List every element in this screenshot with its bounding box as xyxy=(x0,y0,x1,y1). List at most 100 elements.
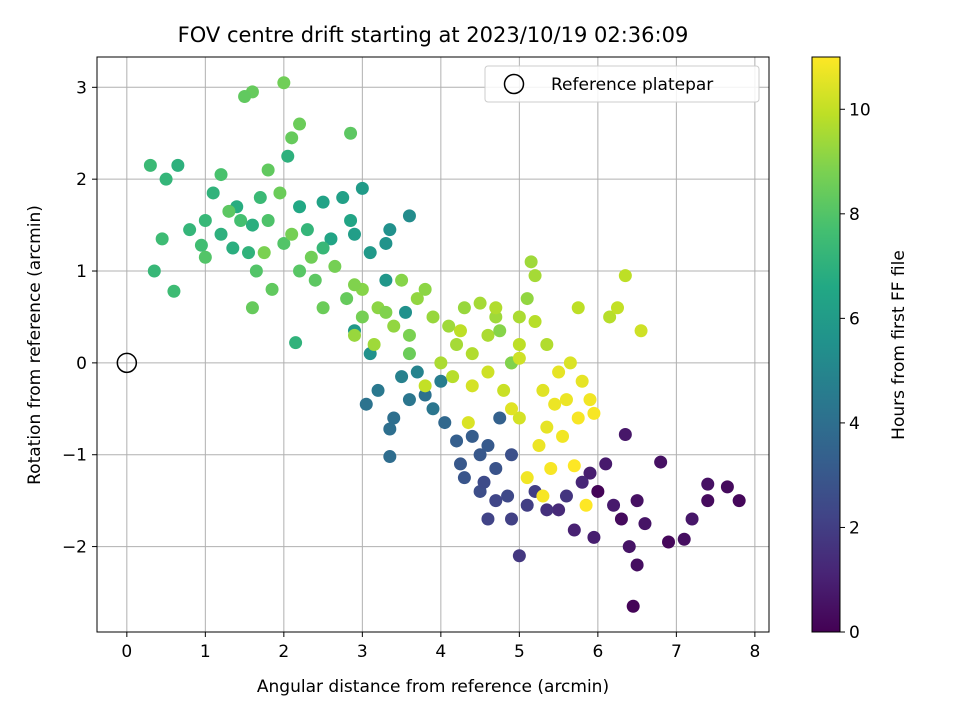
x-tick-label: 5 xyxy=(514,642,525,662)
y-tick-label: 3 xyxy=(76,78,87,98)
data-point xyxy=(630,558,644,572)
data-point xyxy=(532,439,546,453)
data-point xyxy=(662,535,676,549)
data-point xyxy=(453,324,467,338)
data-point xyxy=(261,163,275,177)
data-point xyxy=(599,457,613,471)
data-point xyxy=(591,484,605,498)
data-point xyxy=(528,315,542,329)
data-point xyxy=(261,213,275,227)
data-point xyxy=(512,338,526,351)
x-tick-label: 0 xyxy=(121,642,132,662)
data-point xyxy=(501,489,515,503)
data-points xyxy=(143,76,746,613)
colorbar-gradient xyxy=(811,56,841,633)
data-point xyxy=(473,296,487,310)
colorbar-tick-label: 2 xyxy=(849,518,860,538)
data-point xyxy=(285,131,299,145)
data-point xyxy=(308,273,322,287)
data-point xyxy=(489,494,503,508)
data-point xyxy=(685,512,699,526)
data-point xyxy=(410,365,424,379)
colorbar-tick-label: 10 xyxy=(849,100,871,120)
data-point xyxy=(473,448,487,462)
data-point xyxy=(147,264,161,278)
plot-background xyxy=(97,57,769,632)
data-point xyxy=(563,356,577,370)
colorbar: 0 2 4 6 8 10 Hours from first FF file xyxy=(811,56,909,643)
data-point xyxy=(316,301,330,315)
data-point xyxy=(524,255,538,269)
data-point xyxy=(265,282,279,296)
data-point xyxy=(442,319,456,333)
plot-frame xyxy=(96,56,770,633)
reference-platepar-marker xyxy=(116,352,138,374)
data-point xyxy=(732,494,746,508)
y-tick-label: −2 xyxy=(62,538,87,558)
x-tick-label: 8 xyxy=(749,642,760,662)
data-point xyxy=(245,218,259,232)
data-point xyxy=(489,310,503,324)
data-point xyxy=(556,429,570,443)
data-point xyxy=(418,388,432,402)
data-point xyxy=(575,475,589,489)
legend-marker-icon xyxy=(503,73,525,95)
data-point xyxy=(567,523,581,537)
x-tick-label: 6 xyxy=(592,642,603,662)
data-point xyxy=(583,393,597,407)
data-point xyxy=(512,351,526,365)
data-point xyxy=(316,195,330,209)
data-point xyxy=(607,498,621,512)
data-point xyxy=(249,264,263,278)
data-point xyxy=(587,406,601,420)
y-axis-ticks: −2 −1 0 1 2 3 xyxy=(62,78,97,558)
data-point xyxy=(457,471,471,485)
data-point xyxy=(512,549,526,563)
data-point xyxy=(395,370,409,384)
x-tick-label: 7 xyxy=(671,642,682,662)
data-point xyxy=(677,532,691,546)
data-point xyxy=(363,246,377,260)
y-tick-label: 0 xyxy=(76,354,87,374)
y-tick-label: 2 xyxy=(76,170,87,190)
data-point xyxy=(446,370,460,384)
x-tick-label: 4 xyxy=(435,642,446,662)
data-point xyxy=(520,471,534,485)
data-point xyxy=(603,310,617,324)
data-point xyxy=(379,273,393,287)
data-point xyxy=(559,393,573,407)
data-point xyxy=(238,89,252,103)
data-point xyxy=(540,338,554,351)
data-point xyxy=(355,310,369,324)
data-point xyxy=(257,246,271,260)
data-point xyxy=(316,241,330,255)
data-point xyxy=(540,420,554,434)
data-point xyxy=(226,241,240,255)
data-point xyxy=(465,379,479,393)
data-point xyxy=(206,186,220,200)
data-point xyxy=(654,455,668,469)
colorbar-label: Hours from first FF file xyxy=(889,250,909,440)
data-point xyxy=(167,284,181,298)
data-point xyxy=(245,301,259,315)
x-axis-title: Angular distance from reference (arcmin) xyxy=(257,677,609,697)
data-point xyxy=(198,250,212,264)
data-point xyxy=(520,498,534,512)
data-point xyxy=(450,434,464,448)
data-point xyxy=(214,227,228,241)
data-point xyxy=(347,328,361,342)
data-point xyxy=(720,480,734,494)
data-point xyxy=(505,402,519,416)
legend: Reference platepar xyxy=(484,65,760,103)
data-point xyxy=(383,422,397,436)
data-point xyxy=(410,292,424,306)
colorbar-ticks: 0 2 4 6 8 10 xyxy=(840,100,871,643)
reference-layer xyxy=(116,352,138,374)
data-point xyxy=(438,416,452,430)
data-point xyxy=(355,181,369,195)
data-point xyxy=(340,292,354,306)
y-axis-title: Rotation from reference (arcmin) xyxy=(25,205,45,485)
data-point xyxy=(183,223,197,237)
data-point xyxy=(347,278,361,292)
data-point xyxy=(253,191,267,205)
